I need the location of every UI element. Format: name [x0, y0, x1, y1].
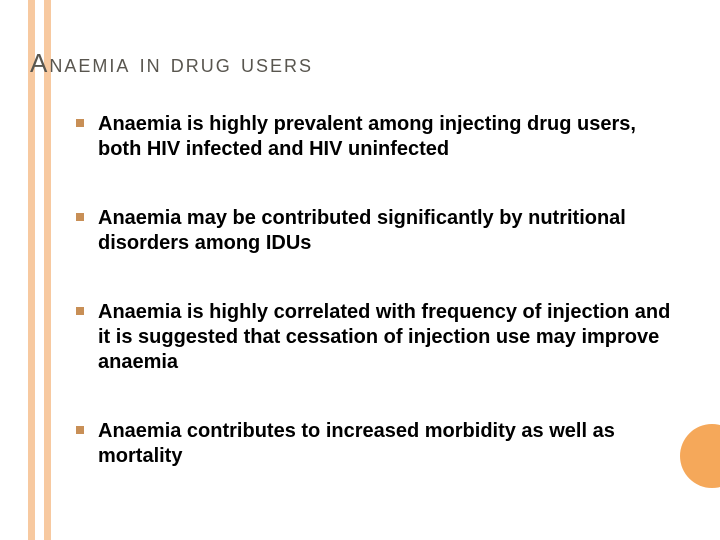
accent-stripe-1: [28, 0, 35, 540]
list-item: Anaemia may be contributed significantly…: [76, 206, 676, 256]
list-item: Anaemia is highly prevalent among inject…: [76, 112, 676, 162]
bullet-text: Anaemia may be contributed significantly…: [98, 206, 676, 256]
slide-title: Anaemia in drug users: [30, 48, 313, 79]
bullet-icon: [76, 426, 84, 434]
accent-stripe-2: [44, 0, 51, 540]
list-item: Anaemia contributes to increased morbidi…: [76, 419, 676, 469]
content-area: Anaemia is highly prevalent among inject…: [76, 112, 676, 513]
bullet-icon: [76, 213, 84, 221]
bullet-text: Anaemia is highly prevalent among inject…: [98, 112, 676, 162]
bullet-text: Anaemia contributes to increased morbidi…: [98, 419, 676, 469]
bullet-text: Anaemia is highly correlated with freque…: [98, 300, 676, 375]
bullet-icon: [76, 307, 84, 315]
decorative-circle: [680, 424, 720, 488]
list-item: Anaemia is highly correlated with freque…: [76, 300, 676, 375]
bullet-icon: [76, 119, 84, 127]
